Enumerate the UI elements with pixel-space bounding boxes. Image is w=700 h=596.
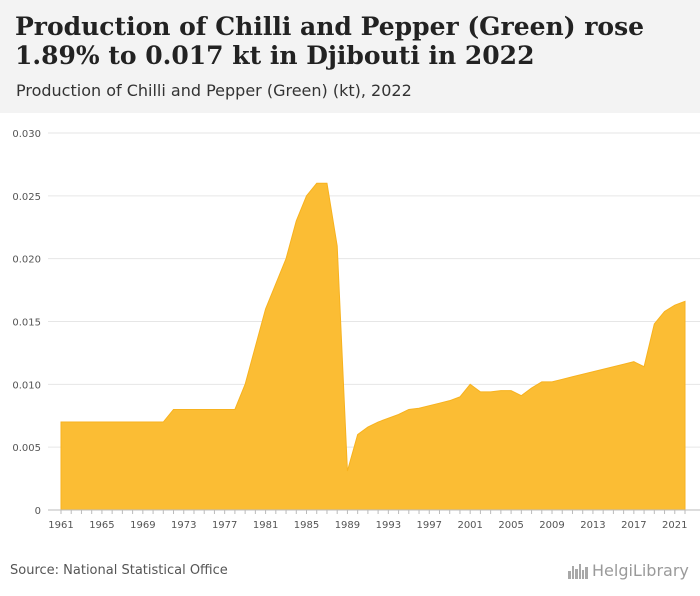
y-tick-label: 0.015 (12, 318, 41, 329)
data-point (449, 399, 451, 401)
area-series (60, 182, 686, 511)
data-point (418, 407, 420, 409)
y-tick-label: 0 (35, 506, 41, 517)
data-point (653, 323, 655, 325)
chart-title: Production of Chilli and Pepper (Green) … (15, 12, 645, 70)
chart-subtitle: Production of Chilli and Pepper (Green) … (16, 81, 412, 100)
data-point (285, 257, 287, 259)
data-point (643, 366, 645, 368)
data-point (397, 413, 399, 415)
data-point (428, 405, 430, 407)
data-point (479, 391, 481, 393)
data-point (60, 421, 62, 423)
data-point (377, 421, 379, 423)
data-point (408, 408, 410, 410)
data-point (520, 394, 522, 396)
data-point (663, 310, 665, 312)
data-point (356, 433, 358, 435)
data-point (469, 383, 471, 385)
y-tick-label: 0.010 (12, 380, 41, 391)
x-tick-label: 1985 (294, 520, 319, 531)
data-point (90, 421, 92, 423)
x-tick-label: 1993 (376, 520, 401, 531)
x-tick-label: 2017 (621, 520, 646, 531)
data-point (111, 421, 113, 423)
data-point (121, 421, 123, 423)
data-point (367, 426, 369, 428)
data-point (633, 361, 635, 363)
data-point (275, 283, 277, 285)
data-point (346, 470, 348, 472)
data-point (612, 366, 614, 368)
x-axis: 1961 1965 1969 1973 1977 1981 1985 1989 1993 1997… (48, 509, 700, 531)
data-point (561, 378, 563, 380)
x-tick-label: 1969 (130, 520, 155, 531)
data-point (684, 300, 686, 302)
logo-text: HelgiLibrary (592, 561, 689, 580)
x-tick-label: 1997 (417, 520, 442, 531)
data-point (131, 421, 133, 423)
x-tick-label: 2021 (662, 520, 687, 531)
data-point (162, 421, 164, 423)
data-point (142, 421, 144, 423)
data-point (172, 408, 174, 410)
data-point (541, 381, 543, 383)
data-point (203, 408, 205, 410)
x-tick-label: 1977 (212, 520, 237, 531)
header: Production of Chilli and Pepper (Green) … (0, 0, 700, 113)
helgi-library-logo: HelgiLibrary (568, 561, 689, 580)
y-tick-label: 0.030 (12, 129, 41, 140)
data-point (336, 245, 338, 247)
data-point (234, 408, 236, 410)
data-point (592, 371, 594, 373)
data-point (316, 182, 318, 184)
x-tick-label: 2001 (457, 520, 482, 531)
data-point (101, 421, 103, 423)
data-point (530, 387, 532, 389)
data-point (622, 363, 624, 365)
data-point (674, 304, 676, 306)
y-tick-label: 0.025 (12, 192, 41, 203)
data-point (80, 421, 82, 423)
x-tick-label: 2013 (580, 520, 605, 531)
y-tick-label: 0.005 (12, 443, 41, 454)
skyline-icon (568, 563, 588, 579)
data-point (254, 345, 256, 347)
area-fill (60, 182, 686, 511)
y-tick-label: 0.020 (12, 255, 41, 266)
data-point (500, 389, 502, 391)
data-point (244, 383, 246, 385)
data-point (152, 421, 154, 423)
data-point (459, 396, 461, 398)
x-tick-label: 2005 (498, 520, 523, 531)
data-point (438, 402, 440, 404)
data-point (295, 220, 297, 222)
data-point (602, 368, 604, 370)
x-tick-label: 2009 (539, 520, 564, 531)
data-point (489, 391, 491, 393)
data-point (510, 389, 512, 391)
x-tick-label: 1989 (335, 520, 360, 531)
data-point (571, 376, 573, 378)
data-point (387, 417, 389, 419)
data-point (305, 195, 307, 197)
y-axis: 0 0.005 0.010 0.015 0.020 0.025 0.030 (12, 129, 41, 517)
data-point (326, 182, 328, 184)
x-tick-label: 1973 (171, 520, 196, 531)
data-point (223, 408, 225, 410)
data-point (183, 408, 185, 410)
x-tick-label: 1961 (48, 520, 73, 531)
data-point (551, 381, 553, 383)
data-point (193, 408, 195, 410)
x-tick-label: 1965 (89, 520, 114, 531)
data-point (213, 408, 215, 410)
data-point (70, 421, 72, 423)
data-point (582, 373, 584, 375)
data-point (264, 308, 266, 310)
source-note: Source: National Statistical Office (10, 563, 228, 578)
x-tick-label: 1981 (253, 520, 278, 531)
area-chart: 1961 1965 1969 1973 1977 1981 1985 1989 1993 1997… (12, 129, 700, 531)
